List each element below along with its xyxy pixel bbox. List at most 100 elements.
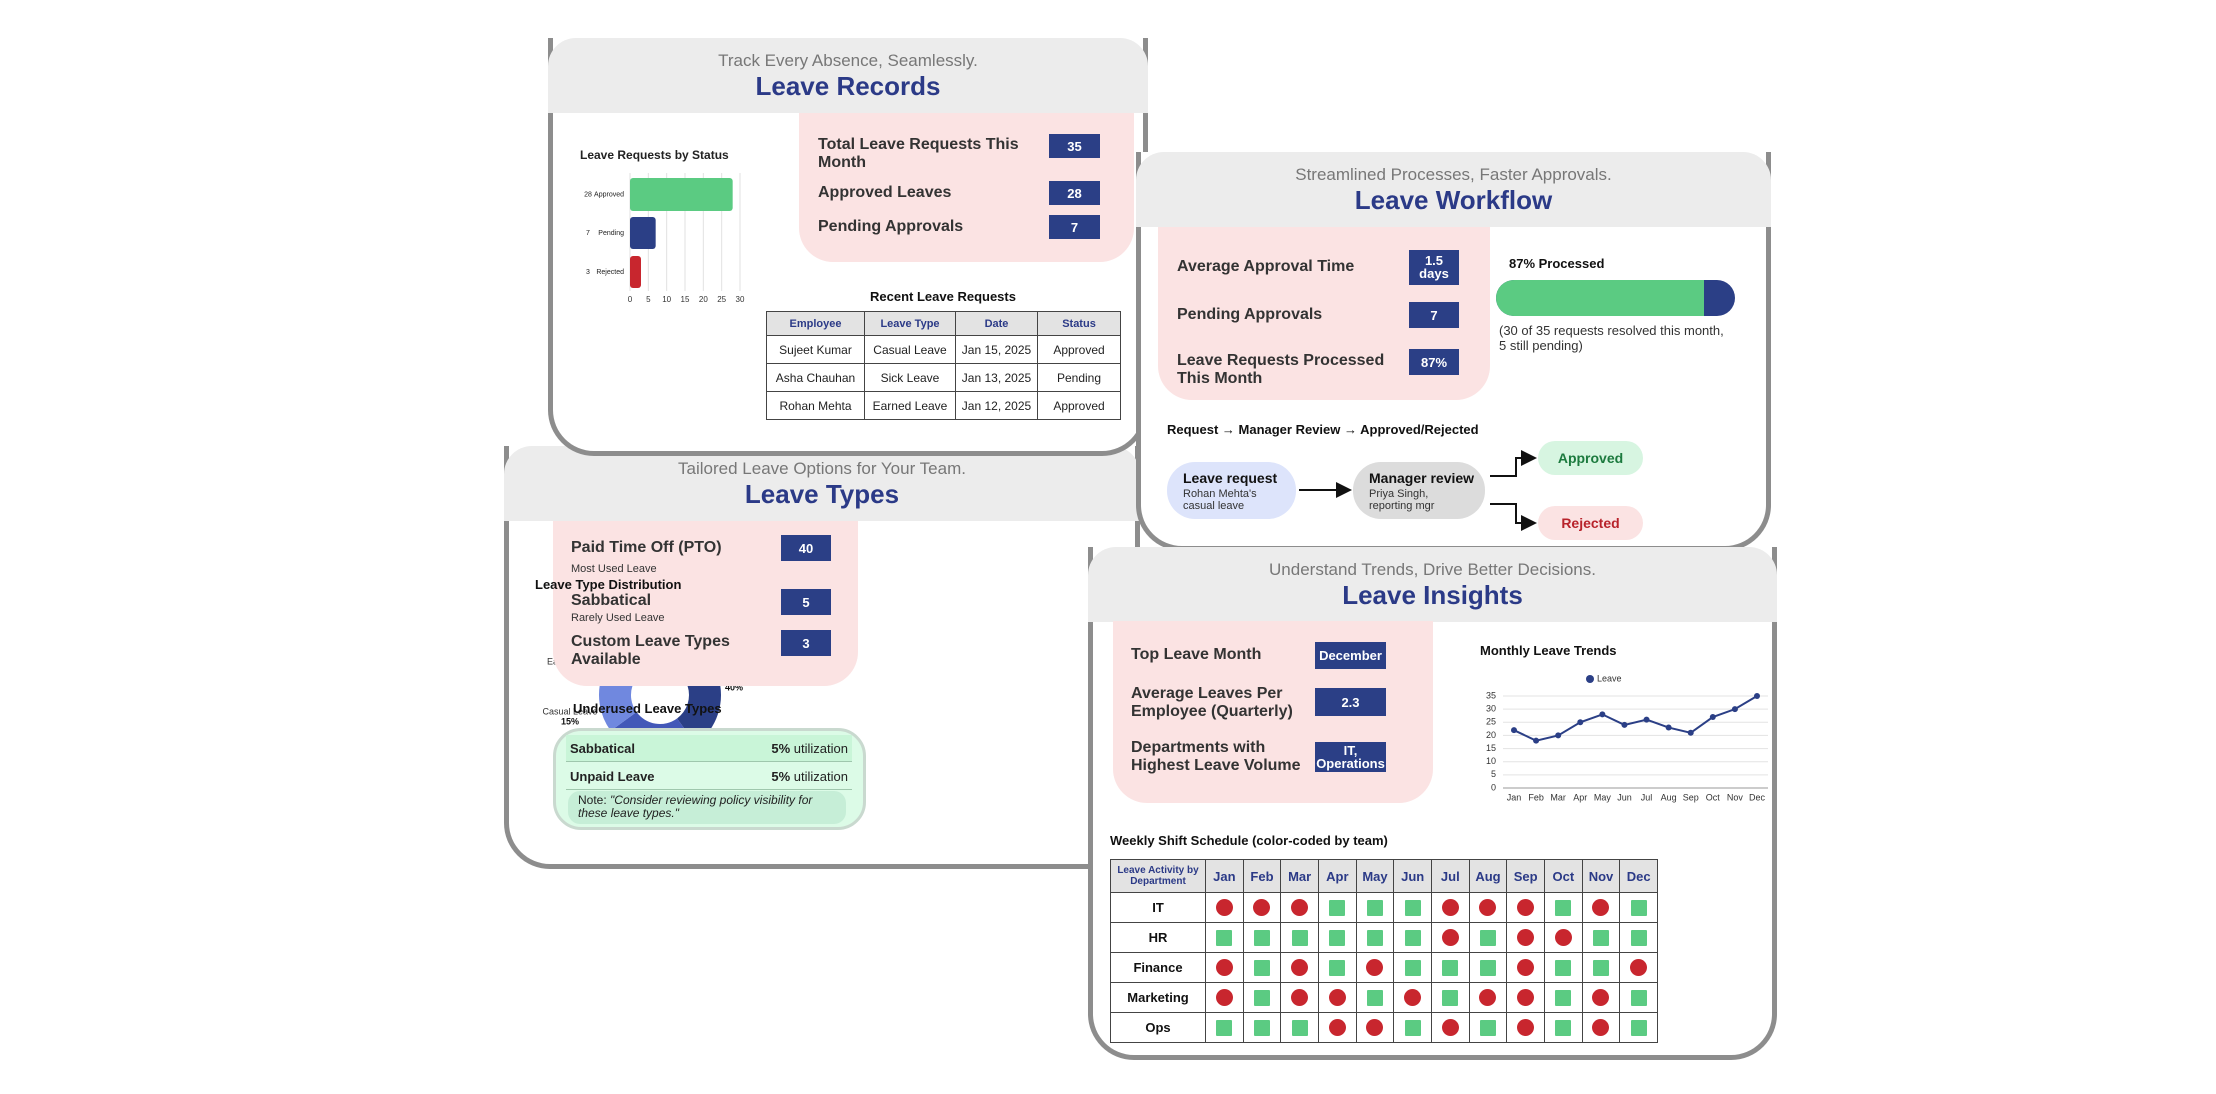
schedule-mark xyxy=(1441,899,1459,916)
schedule-cell xyxy=(1581,922,1621,953)
table-cell: Pending xyxy=(1037,363,1121,392)
point xyxy=(1754,693,1760,699)
table-header: Employee xyxy=(766,311,865,336)
schedule-cell xyxy=(1393,892,1432,923)
schedule-mark xyxy=(1215,959,1233,976)
x-tick-label: Jun xyxy=(1617,792,1632,802)
stat-label: Leave Requests Processed This Month xyxy=(1177,352,1385,387)
slice-name: Casual Leave xyxy=(542,706,597,716)
schedule-cell xyxy=(1205,1012,1244,1043)
table-cell: Jan 15, 2025 xyxy=(955,335,1038,364)
schedule-cell xyxy=(1468,892,1508,923)
stat-badge: 2.3 xyxy=(1315,688,1386,716)
stat-badge: 5 xyxy=(781,589,831,615)
table-cell: Asha Chauhan xyxy=(766,363,865,392)
x-tick-label: Jul xyxy=(1641,792,1653,802)
schedule-cell xyxy=(1205,952,1244,983)
section-title: Underused Leave Types xyxy=(573,701,722,716)
schedule-cell xyxy=(1355,982,1395,1013)
card-graphics: 0 5 10 15 20 25 30 35 Jan Feb Mar Apr May Jun Jul Aug Se… xyxy=(1486,673,1768,802)
card: Streamlined Processes, Faster Approvals.… xyxy=(1136,152,1771,551)
schedule-mark xyxy=(1441,1019,1459,1036)
x-tick-label: 0 xyxy=(628,295,633,304)
utilization-unit: utilization xyxy=(793,740,848,756)
schedule-cell xyxy=(1431,922,1470,953)
schedule-mark xyxy=(1404,929,1421,946)
stat-badge: 40 xyxy=(781,535,831,561)
stat-badge: 35 xyxy=(1049,134,1100,158)
month-header: Oct xyxy=(1544,859,1583,893)
table-cell: Sick Leave xyxy=(864,363,956,392)
schedule-mark xyxy=(1630,1019,1647,1036)
schedule-mark xyxy=(1216,1019,1233,1036)
progress-label: 87% Processed xyxy=(1509,256,1605,271)
flow-arrow xyxy=(1490,503,1537,531)
utilization-value: 5% xyxy=(771,768,791,784)
schedule-cell xyxy=(1280,1012,1319,1043)
stat-label: Pending Approvals xyxy=(818,218,964,235)
schedule-mark xyxy=(1592,929,1609,946)
leave-name: Unpaid Leave xyxy=(570,768,655,784)
stat-badge: 28 xyxy=(1049,181,1100,205)
schedule-cell xyxy=(1619,952,1658,983)
schedule-mark xyxy=(1479,959,1496,976)
schedule-cell xyxy=(1318,982,1357,1013)
schedule-mark xyxy=(1630,989,1647,1006)
schedule-cell xyxy=(1355,922,1395,953)
stat-label: Average Leaves Per Employee (Quarterly) xyxy=(1131,685,1293,720)
y-tick-label: Pending xyxy=(598,230,624,237)
note-label: Note: xyxy=(578,793,607,807)
utilization-unit: utilization xyxy=(793,768,848,784)
card-header: Understand Trends, Drive Better Decision… xyxy=(1088,547,1777,622)
row-header: HR xyxy=(1110,922,1206,953)
month-header: Nov xyxy=(1581,859,1621,893)
schedule-cell xyxy=(1280,982,1319,1013)
y-tick-label: 30 xyxy=(1486,704,1496,714)
schedule-mark xyxy=(1404,899,1421,916)
schedule-cell xyxy=(1544,1012,1583,1043)
schedule-mark xyxy=(1554,929,1572,946)
card: Track Every Absence, Seamlessly. Leave Re… xyxy=(548,38,1148,456)
schedule-title: Weekly Shift Schedule (color-coded by te… xyxy=(1110,833,1388,848)
schedule-mark xyxy=(1404,1019,1421,1036)
card-subtitle: Tailored Leave Options for Your Team. xyxy=(678,459,966,478)
y-tick-label: 5 xyxy=(1491,769,1496,779)
y-tick-label: Rejected xyxy=(596,269,624,276)
progress-fill xyxy=(1496,280,1704,316)
note-text: "Consider reviewing policy visibility fo… xyxy=(578,793,813,820)
row-header: Finance xyxy=(1110,952,1206,983)
schedule-mark xyxy=(1479,989,1497,1006)
card-subtitle: Understand Trends, Drive Better Decision… xyxy=(1269,560,1596,579)
schedule-cell xyxy=(1544,892,1583,923)
card: Tailored Leave Options for Your Team. Lea… xyxy=(504,446,1140,869)
card-title: Leave Workflow xyxy=(1354,185,1553,215)
schedule-cell xyxy=(1619,892,1658,923)
schedule-mark xyxy=(1253,989,1270,1006)
schedule-mark xyxy=(1555,1019,1572,1036)
stat-label: Departments with Highest Leave Volume xyxy=(1131,739,1301,774)
stat-label: Custom Leave Types Available xyxy=(571,633,730,668)
schedule-mark xyxy=(1328,1019,1346,1036)
table-cell: Jan 13, 2025 xyxy=(955,363,1038,392)
stat-badge: 7 xyxy=(1049,215,1100,239)
y-tick-label: 20 xyxy=(1486,730,1496,740)
table-title: Recent Leave Requests xyxy=(870,289,1016,304)
stat-badge: 3 xyxy=(781,630,831,656)
node-detail: Priya Singh, reporting mgr xyxy=(1369,488,1435,512)
card-graphics xyxy=(1299,450,1537,531)
schedule-cell xyxy=(1544,952,1583,983)
bar xyxy=(630,178,733,211)
flow-arrow xyxy=(1490,450,1537,477)
table-cell: Earned Leave xyxy=(864,391,956,420)
schedule-mark xyxy=(1517,1019,1535,1036)
data-label: 28 xyxy=(584,191,592,198)
schedule-cell xyxy=(1431,892,1470,923)
point xyxy=(1577,719,1584,726)
table-cell: Casual Leave xyxy=(864,335,956,364)
schedule-mark xyxy=(1216,929,1233,946)
schedule-mark xyxy=(1291,929,1308,946)
schedule-mark xyxy=(1479,1019,1496,1036)
underused-row: Sabbatical 5% utilization xyxy=(566,735,852,762)
table-cell: Approved xyxy=(1037,391,1121,420)
flow-node: Leave request Rohan Mehta's casual leave xyxy=(1167,462,1296,519)
